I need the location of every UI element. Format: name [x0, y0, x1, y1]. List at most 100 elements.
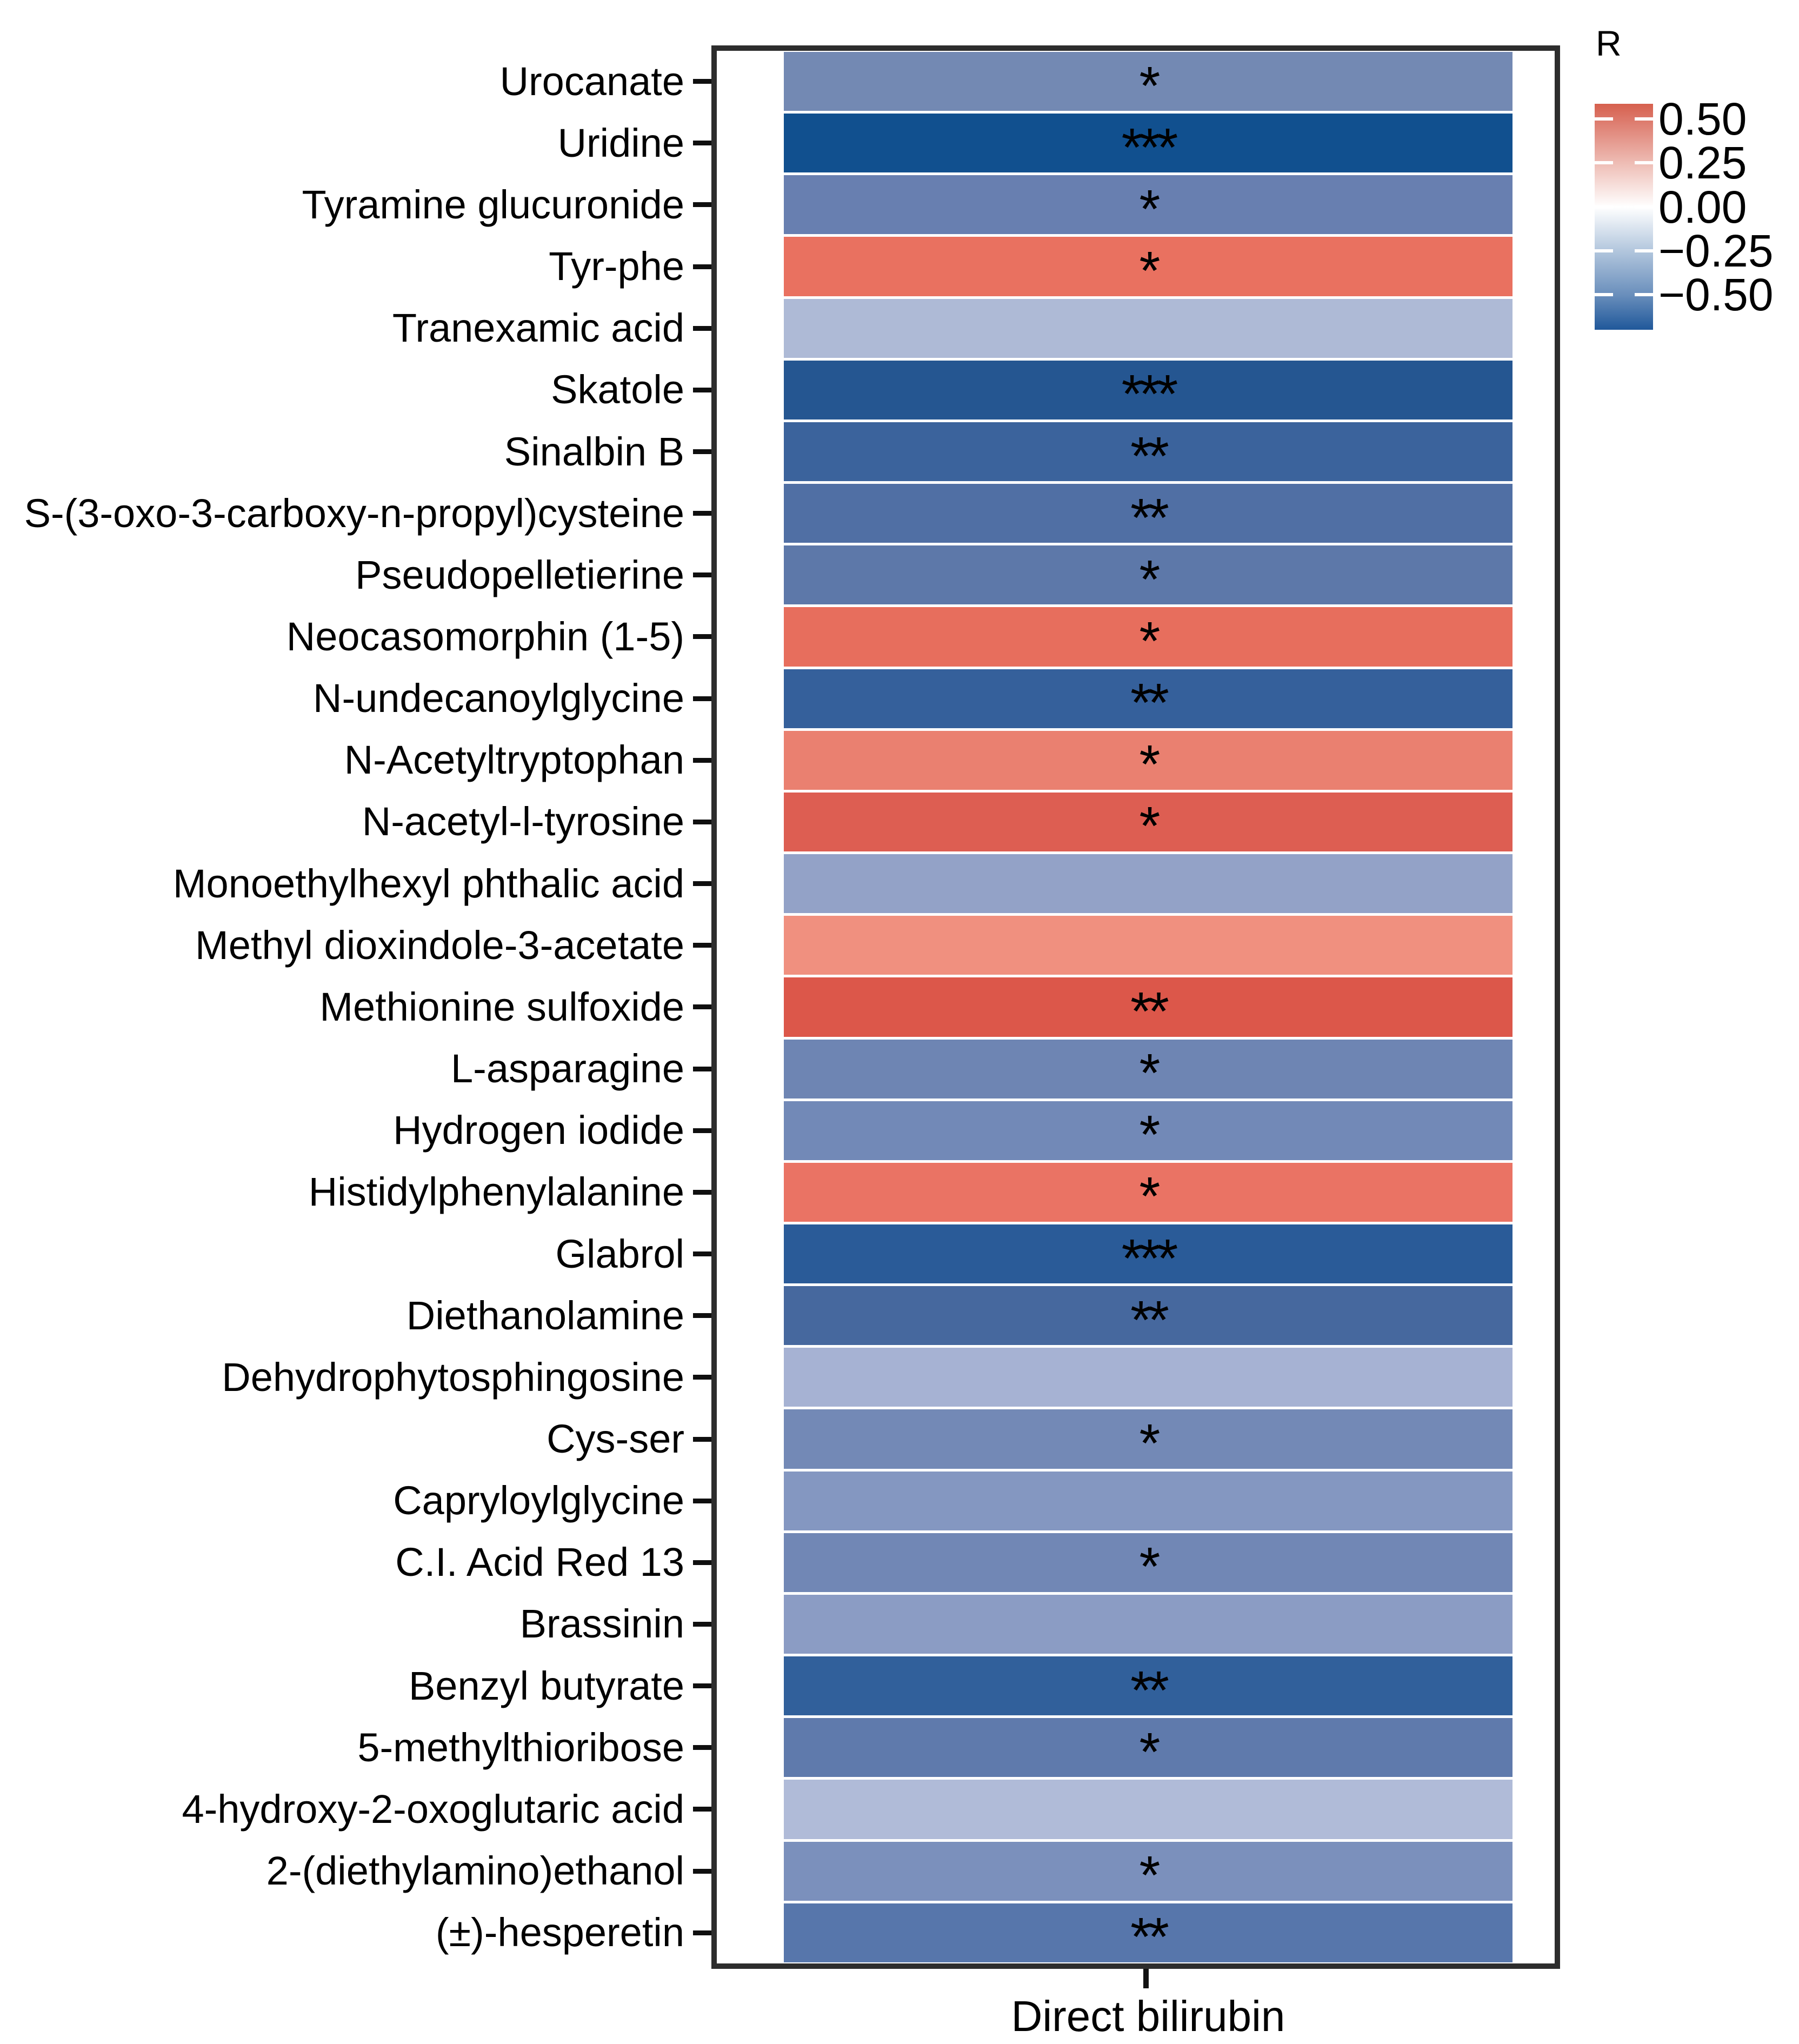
heatmap-cell: ** [784, 977, 1513, 1042]
y-axis-label: Urocanate [499, 58, 684, 104]
y-axis-label-row: S-(3-oxo-3-carboxy-n-propyl)cysteine [0, 484, 711, 543]
significance-stars: ** [1130, 1660, 1169, 1721]
y-axis-label-row: Hydrogen iodide [0, 1101, 711, 1160]
y-axis-label-row: Monoethylhexyl phthalic acid [0, 854, 711, 913]
y-axis-label-row: Tyr-phe [0, 237, 711, 296]
y-axis-label-row: N-undecanoylglycine [0, 669, 711, 728]
y-axis-tick-mark [693, 202, 711, 208]
heatmap-cell: * [784, 1162, 1513, 1227]
y-axis-label: Capryloylglycine [393, 1478, 684, 1523]
y-axis-tick-mark [693, 449, 711, 455]
y-axis-label: Neocasomorphin (1-5) [286, 614, 684, 659]
y-axis-tick-mark [693, 1251, 711, 1257]
y-axis-label: Glabrol [555, 1231, 684, 1276]
significance-stars: ** [1130, 981, 1169, 1042]
y-axis-label-row: Brassinin [0, 1595, 711, 1654]
y-axis-tick-mark [693, 1004, 711, 1010]
heatmap-cell: ** [784, 1903, 1513, 1964]
y-axis-tick-mark [693, 1313, 711, 1319]
heatmap-column: * *** * * *** ** ** * * ** * * ** * * * *** ** * * ** * * ** [784, 52, 1513, 1964]
y-axis-tick-mark [693, 696, 711, 701]
heatmap-cell: *** [784, 360, 1513, 425]
significance-stars: *** [1121, 364, 1178, 425]
significance-stars: * [1139, 1166, 1161, 1227]
heatmap-cell: ** [784, 422, 1513, 483]
y-axis-tick-mark [693, 1560, 711, 1565]
y-axis-tick-mark [693, 1066, 711, 1071]
y-axis-label: Tyramine glucuronide [302, 182, 684, 227]
heatmap-cell: * [784, 1533, 1513, 1597]
legend-tick-label: −0.25 [1658, 225, 1774, 277]
heatmap-cell: * [784, 545, 1513, 607]
y-axis-tick-mark [693, 1807, 711, 1812]
significance-stars: * [1139, 1845, 1161, 1906]
heatmap-cell: * [784, 237, 1513, 298]
y-axis-label: Diethanolamine [406, 1293, 684, 1338]
y-axis-label-row: Skatole [0, 361, 711, 420]
y-axis-label-row: N-Acetyltryptophan [0, 731, 711, 790]
y-axis-label: L-asparagine [451, 1046, 684, 1091]
y-axis-tick-mark [693, 943, 711, 948]
heatmap-cell [784, 1348, 1513, 1407]
y-axis-tick-mark [693, 1868, 711, 1874]
significance-stars: ** [1130, 1289, 1169, 1350]
significance-stars: * [1139, 1536, 1161, 1597]
x-axis-label: Direct bilirubin [1011, 1992, 1285, 2040]
legend-tick-dash [1595, 249, 1613, 253]
heatmap-cell: ** [784, 669, 1513, 730]
y-axis-label-row: Uridine [0, 114, 711, 172]
heatmap-cell [784, 298, 1513, 358]
y-axis-label-row: Urocanate [0, 52, 711, 111]
heatmap-cell: * [784, 1718, 1513, 1779]
y-axis-label: N-Acetyltryptophan [344, 737, 684, 783]
y-axis-tick-mark [693, 1621, 711, 1627]
y-axis-label: 4-hydroxy-2-oxoglutaric acid [182, 1786, 684, 1832]
y-axis-tick-mark [693, 757, 711, 763]
legend: 0.50 0.25 0.00 −0.25 −0.50 [1595, 96, 1774, 330]
y-axis-label-row: Tyramine glucuronide [0, 175, 711, 234]
y-axis-label-row: 4-hydroxy-2-oxoglutaric acid [0, 1780, 711, 1839]
y-axis-label-row: Methionine sulfoxide [0, 977, 711, 1036]
legend-tick-dash [1595, 161, 1613, 165]
significance-stars: * [1139, 178, 1161, 239]
significance-stars: *** [1121, 117, 1178, 178]
y-axis-label: Uridine [557, 120, 684, 165]
heatmap-cell: * [784, 1101, 1513, 1162]
y-axis-label-row: Dehydrophytosphingosine [0, 1348, 711, 1407]
heatmap-cell [784, 1471, 1513, 1530]
y-axis-label: Benzyl butyrate [408, 1663, 684, 1708]
y-axis-label: S-(3-oxo-3-carboxy-n-propyl)cysteine [24, 490, 684, 536]
y-axis-label: Skatole [551, 367, 684, 412]
significance-stars: ** [1130, 487, 1169, 548]
y-axis-label: Brassinin [519, 1601, 684, 1647]
y-axis-label: (±)-hesperetin [435, 1910, 684, 1955]
legend-tick-label: 0.00 [1658, 182, 1747, 233]
significance-stars: * [1139, 1413, 1161, 1474]
significance-stars: * [1139, 734, 1161, 795]
y-axis-label: Histidylphenylalanine [308, 1169, 684, 1215]
y-axis-tick-mark [693, 1745, 711, 1750]
y-axis-label-row: 5-methylthioribose [0, 1718, 711, 1777]
y-axis-label: Pseudopelletierine [355, 552, 684, 597]
x-axis-tick-mark [1143, 1969, 1149, 1988]
heatmap-cell: * [784, 175, 1513, 239]
legend-title: R [1596, 23, 1622, 63]
y-axis-label-row: Diethanolamine [0, 1286, 711, 1345]
y-axis-label: C.I. Acid Red 13 [395, 1540, 684, 1585]
y-axis-labels: Urocanate Uridine Tyramine glucuronide Tyr-… [0, 52, 711, 1962]
y-axis-tick-mark [693, 634, 711, 640]
heatmap-cell: * [784, 1841, 1513, 1906]
heatmap-cell: * [784, 792, 1513, 853]
legend-tick-dash [1635, 292, 1653, 296]
y-axis-label-row: Pseudopelletierine [0, 545, 711, 604]
y-axis-label: Methyl dioxindole-3-acetate [195, 922, 684, 968]
y-axis-label-row: 2-(diethylamino)ethanol [0, 1842, 711, 1901]
y-axis-label: Hydrogen iodide [393, 1108, 684, 1153]
heatmap-cell: *** [784, 114, 1513, 178]
y-axis-tick-mark [693, 264, 711, 269]
significance-stars: * [1139, 55, 1161, 116]
legend-colorbar [1595, 104, 1653, 330]
y-axis-label-row: N-acetyl-l-tyrosine [0, 793, 711, 851]
y-axis-label-row: L-asparagine [0, 1040, 711, 1098]
